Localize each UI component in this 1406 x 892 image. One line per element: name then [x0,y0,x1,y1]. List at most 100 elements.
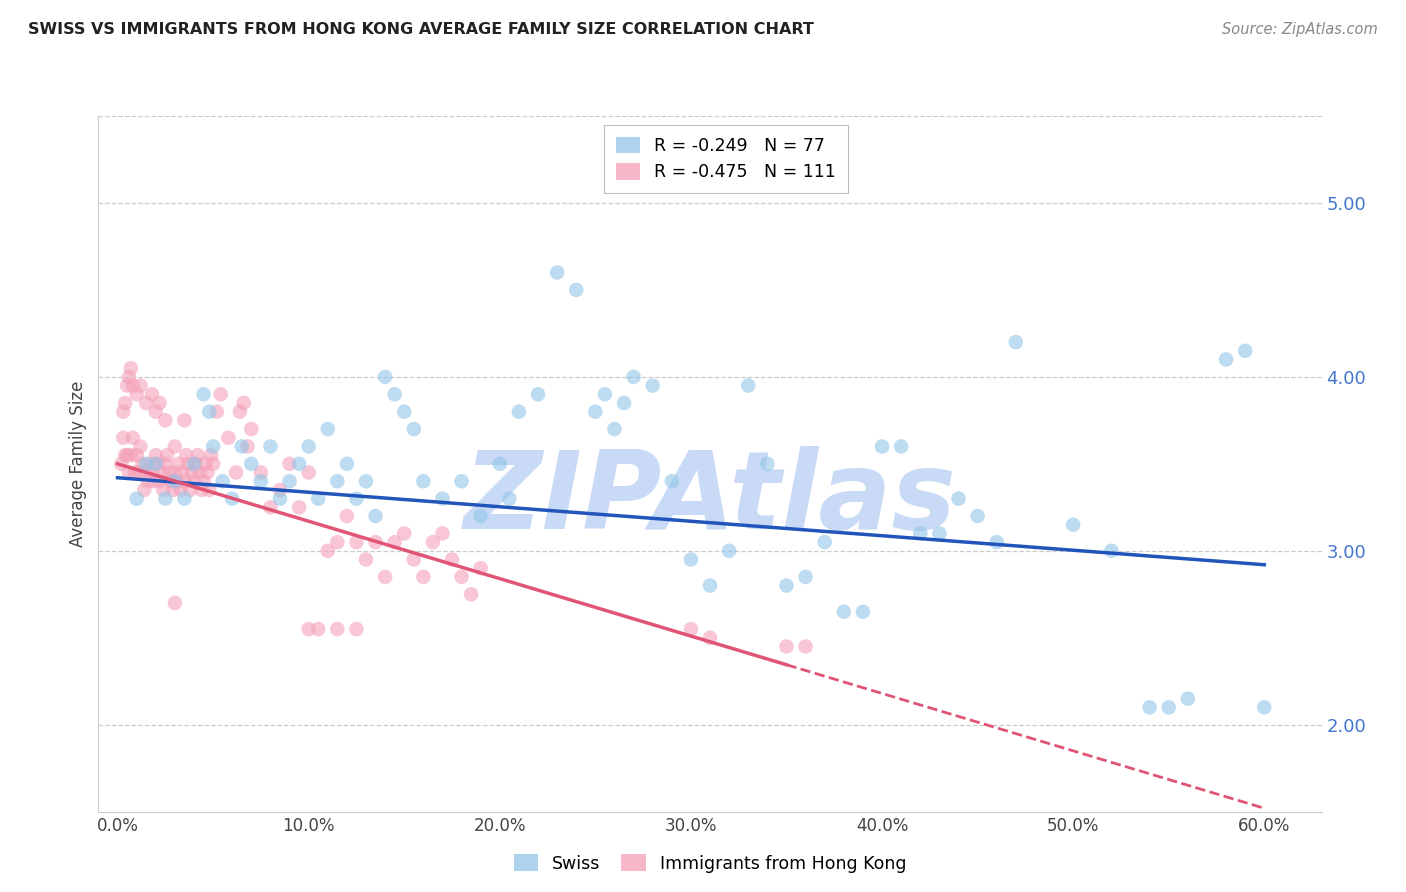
Point [498,491,520,506]
Point [124,466,146,480]
Point [131,457,153,471]
Point [288,500,311,515]
Point [699,578,721,592]
Point [181,466,204,480]
Point [115,378,138,392]
Point [298,622,321,636]
Point [316,422,339,436]
Point [179,483,201,497]
Point [135,396,157,410]
Point [508,405,530,419]
Text: Source: ZipAtlas.com: Source: ZipAtlas.com [1222,22,1378,37]
Point [125,448,148,462]
Point [450,475,472,489]
Point [298,440,321,454]
Point [136,475,159,489]
Point [177,457,200,471]
Point [135,457,157,471]
Point [184,457,207,471]
Point [200,448,222,462]
Point [183,475,205,489]
Point [225,466,247,480]
Point [346,622,368,636]
Point [169,483,191,497]
Point [326,622,349,636]
Point [432,526,454,541]
Point [259,500,281,515]
Point [613,396,636,410]
Point [193,475,215,489]
Point [135,466,157,480]
Point [125,491,148,506]
Text: ZIPAtlas: ZIPAtlas [464,446,956,551]
Point [794,640,817,654]
Point [231,440,253,454]
Point [470,508,492,523]
Point [402,422,425,436]
Point [129,440,152,454]
Point [194,457,217,471]
Point [121,431,143,445]
Point [392,526,416,541]
Point [139,457,162,471]
Point [173,491,195,506]
Point [737,378,759,392]
Point [814,535,837,549]
Point [156,448,179,462]
Point [167,457,190,471]
Point [163,475,186,489]
Point [1177,691,1199,706]
Point [832,605,855,619]
Point [115,448,138,462]
Point [205,405,228,419]
Point [173,413,195,427]
Point [307,491,329,506]
Point [890,440,912,454]
Text: SWISS VS IMMIGRANTS FROM HONG KONG AVERAGE FAMILY SIZE CORRELATION CHART: SWISS VS IMMIGRANTS FROM HONG KONG AVERA… [28,22,814,37]
Point [195,466,218,480]
Point [176,448,198,462]
Point [150,466,173,480]
Point [488,457,510,471]
Point [527,387,550,401]
Point [966,508,988,523]
Point [1253,700,1275,714]
Point [298,466,321,480]
Point [593,387,616,401]
Point [316,544,339,558]
Point [118,369,141,384]
Point [1157,700,1180,714]
Point [326,475,349,489]
Point [775,640,797,654]
Point [623,369,645,384]
Point [146,457,169,471]
Point [157,466,180,480]
Point [346,535,368,549]
Point [236,440,259,454]
Point [155,491,177,506]
Point [198,483,221,497]
Point [1234,343,1257,358]
Point [583,405,606,419]
Point [259,440,281,454]
Point [269,483,291,497]
Point [163,596,186,610]
Point [718,544,741,558]
Point [145,457,167,471]
Point [183,457,205,471]
Point [699,631,721,645]
Point [250,466,273,480]
Point [374,570,396,584]
Point [1062,517,1084,532]
Legend: Swiss, Immigrants from Hong Kong: Swiss, Immigrants from Hong Kong [503,844,917,883]
Point [160,475,183,489]
Point [129,378,152,392]
Point [412,475,434,489]
Point [188,466,211,480]
Point [221,491,243,506]
Point [326,535,349,549]
Point [190,483,212,497]
Point [114,396,136,410]
Point [155,413,177,427]
Point [384,387,406,401]
